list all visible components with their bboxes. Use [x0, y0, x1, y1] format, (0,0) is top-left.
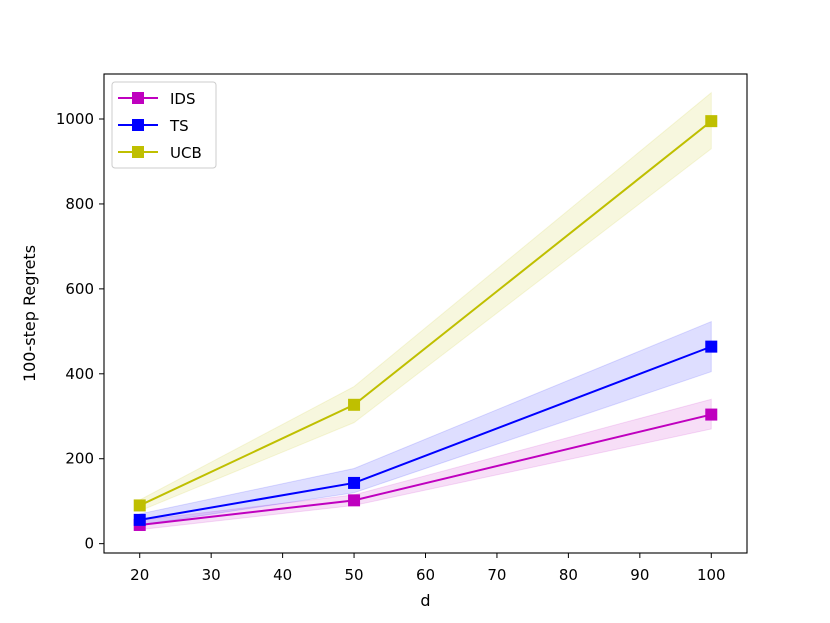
- x-tick-label: 40: [273, 566, 292, 584]
- y-tick-label: 200: [65, 450, 94, 468]
- x-tick-label: 100: [697, 566, 726, 584]
- legend-ucb-marker: [132, 146, 144, 158]
- y-tick-label: 600: [65, 280, 94, 298]
- y-axis-ticks: 0 200 400 600 800 1000: [56, 110, 104, 553]
- legend: IDS TS UCB: [111, 81, 217, 169]
- x-tick-label: 90: [630, 566, 649, 584]
- x-tick-label: 30: [202, 566, 221, 584]
- legend-ucb-label: UCB: [170, 144, 202, 162]
- ts-point: [705, 340, 718, 353]
- ucb-point: [133, 499, 146, 512]
- y-axis-label: 100-step Regrets: [20, 245, 39, 382]
- series-markers: [133, 115, 718, 531]
- y-tick-label: 0: [84, 535, 94, 553]
- y-tick-label: 1000: [56, 110, 94, 128]
- x-axis-label: d: [420, 591, 430, 610]
- ucb-point: [348, 398, 361, 411]
- y-tick-label: 800: [65, 195, 94, 213]
- ids-point: [705, 408, 718, 421]
- legend-ts-marker: [132, 119, 144, 131]
- x-tick-label: 20: [130, 566, 149, 584]
- x-tick-label: 60: [416, 566, 435, 584]
- legend-ts-label: TS: [169, 117, 189, 135]
- ts-point: [133, 513, 146, 526]
- ucb-point: [705, 115, 718, 128]
- y-tick-label: 400: [65, 365, 94, 383]
- ids-point: [348, 494, 361, 507]
- x-tick-label: 50: [345, 566, 364, 584]
- x-tick-label: 70: [487, 566, 506, 584]
- x-axis-ticks: 20 30 40 50 60 70 80 90 100: [130, 553, 726, 584]
- x-tick-label: 80: [559, 566, 578, 584]
- legend-ids-label: IDS: [170, 90, 196, 108]
- ts-point: [348, 476, 361, 489]
- legend-ids-marker: [132, 92, 144, 104]
